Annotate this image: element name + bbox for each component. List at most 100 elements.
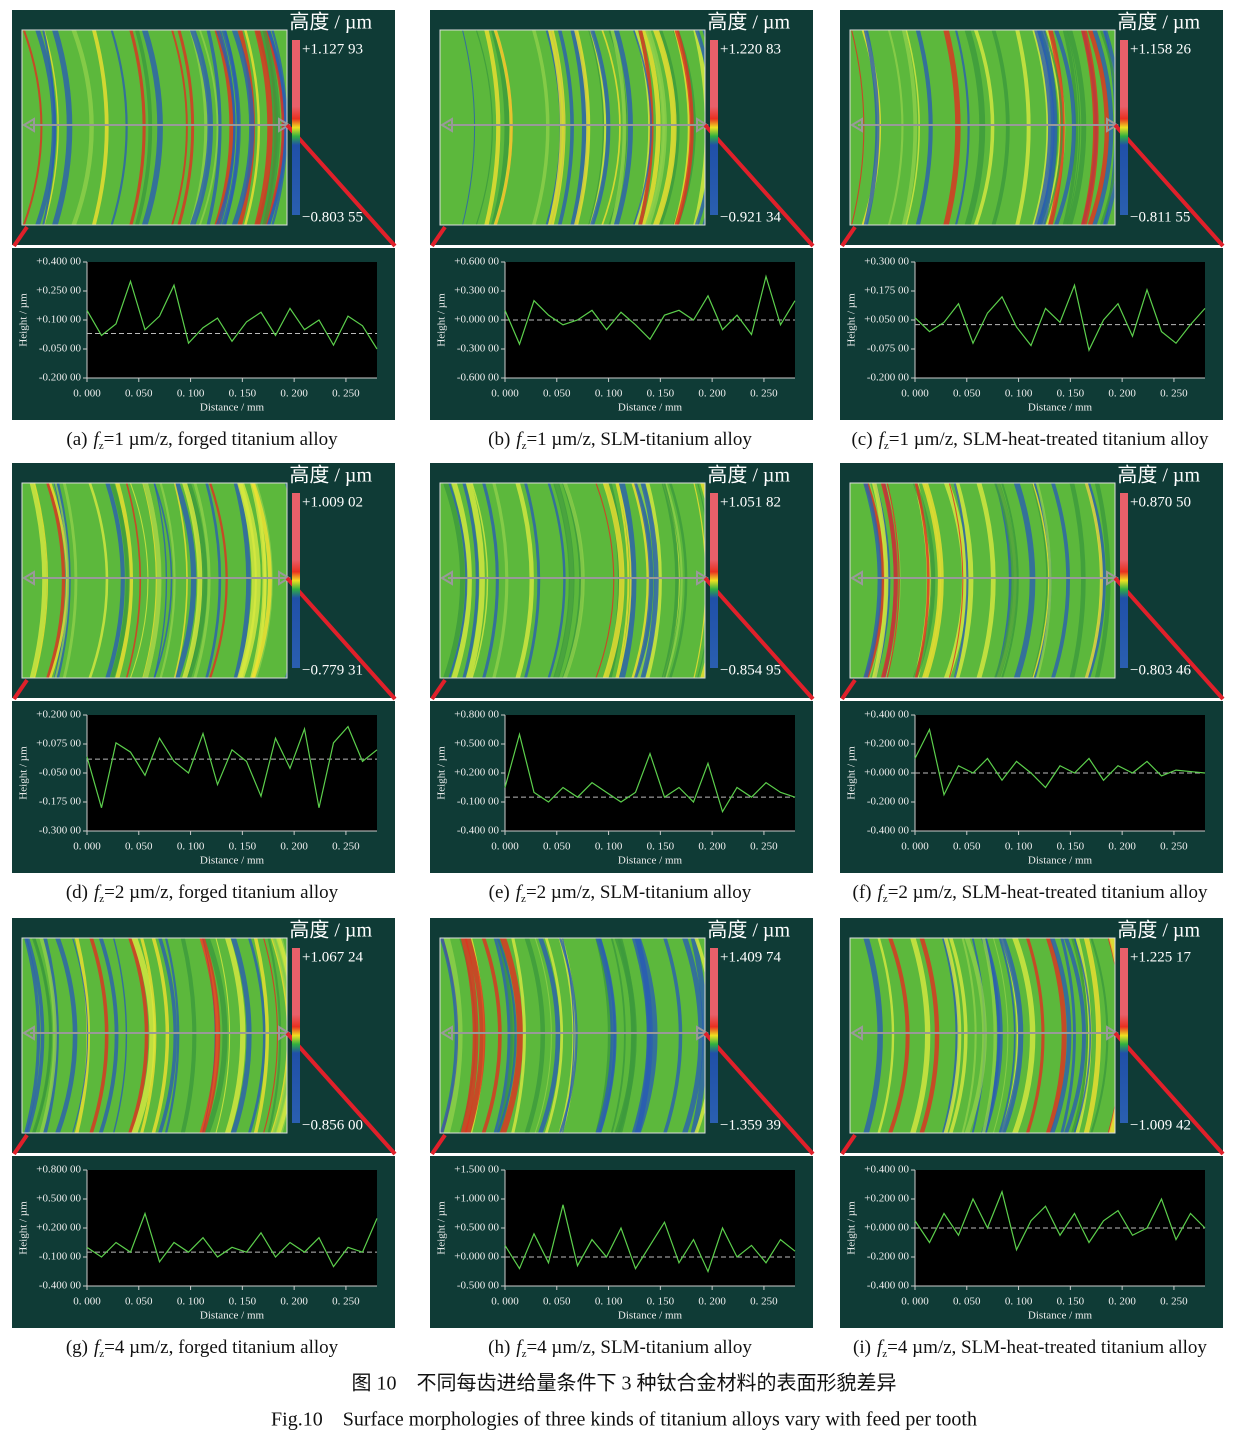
caption: (a) fz=1 µm/z, forged titanium alloy xyxy=(66,429,338,451)
y-tick-label: +0.400 00 xyxy=(36,256,81,268)
surface-stripe xyxy=(237,483,257,678)
x-tick-label: 0. 000 xyxy=(901,1296,929,1308)
surface-map xyxy=(440,30,705,225)
colorbar xyxy=(292,40,300,215)
x-tick-label: 0. 150 xyxy=(1057,388,1085,400)
y-tick-label: +0.200 00 xyxy=(36,709,81,721)
surface-map xyxy=(22,483,287,678)
x-tick-label: 0. 250 xyxy=(1160,1296,1188,1308)
y-tick-label: +0.050 00 xyxy=(864,314,909,326)
surface-stripe xyxy=(1062,30,1079,225)
y-axis-label: Height / µm xyxy=(846,293,858,347)
x-tick-label: 0. 100 xyxy=(177,388,205,400)
arrow-head xyxy=(440,1025,453,1041)
surface-stripe xyxy=(493,30,513,225)
x-tick-label: 0. 200 xyxy=(280,1296,308,1308)
x-tick-label: 0. 250 xyxy=(332,841,360,853)
y-tick-label: -0.300 00 xyxy=(457,343,500,355)
y-tick-label: +0.400 00 xyxy=(864,709,909,721)
y-tick-label: +0.200 00 xyxy=(36,1222,81,1234)
arrow-head xyxy=(1106,117,1119,133)
surface-stripe xyxy=(871,483,889,678)
caption-text: =2 µm/z, SLM-heat-treated titanium alloy xyxy=(888,882,1208,903)
surface-stripe xyxy=(694,938,705,1133)
x-tick-label: 0. 000 xyxy=(901,841,929,853)
surface-stripe xyxy=(644,483,662,678)
caption-label: (b) xyxy=(488,429,510,450)
surface-stripe xyxy=(644,30,667,225)
surface-stripe xyxy=(880,483,898,678)
y-tick-label: -0.175 00 xyxy=(39,796,82,808)
y-tick-label: +0.000 00 xyxy=(864,1222,909,1234)
x-tick-label: 0. 150 xyxy=(229,1296,257,1308)
caption: (c) fz=1 µm/z, SLM-heat-treated titanium … xyxy=(851,429,1209,451)
y-tick-label: -0.050 00 xyxy=(39,767,82,779)
x-tick-label: 0. 100 xyxy=(595,841,623,853)
colorbar-title: 高度 / µm xyxy=(289,919,372,942)
surface-stripe xyxy=(1049,938,1072,1133)
surface-stripe xyxy=(253,938,269,1133)
arrow-head xyxy=(22,570,35,586)
surface-stripe xyxy=(602,483,625,678)
x-tick-label: 0. 250 xyxy=(750,388,778,400)
connector xyxy=(12,678,29,701)
surface-stripe xyxy=(199,938,221,1133)
surface-stripe xyxy=(943,30,961,225)
surface-stripe xyxy=(640,483,659,678)
y-axis-label: Height / µm xyxy=(436,746,448,800)
caption-sub: z xyxy=(99,1348,104,1360)
surface-stripe xyxy=(589,30,611,225)
colorbar-min: −0.803 55 xyxy=(302,209,363,225)
surface-stripe xyxy=(694,30,705,225)
surface-stripe xyxy=(22,30,43,225)
surface-stripe xyxy=(617,483,632,678)
surface-stripe xyxy=(886,483,900,678)
surface-stripe xyxy=(1013,483,1036,678)
surface-stripe xyxy=(471,483,489,678)
arrow-head xyxy=(278,1025,291,1041)
surface-stripe xyxy=(562,483,585,678)
surface-stripe xyxy=(159,483,176,678)
surface-stripe xyxy=(1060,938,1076,1133)
surface-stripe xyxy=(55,938,78,1133)
surface-stripe xyxy=(164,938,180,1133)
caption-sub: z xyxy=(522,1348,527,1360)
colorbar-max: +1.127 93 xyxy=(302,41,363,57)
connector xyxy=(1113,1031,1225,1156)
surface-stripe xyxy=(134,30,153,225)
surface-stripe xyxy=(943,483,968,678)
surface-stripe xyxy=(547,483,566,678)
surface-stripe xyxy=(561,938,575,1133)
surface-stripe xyxy=(887,938,910,1133)
surface-stripe xyxy=(88,483,109,678)
caption-var: f xyxy=(877,1337,885,1358)
colorbar xyxy=(292,493,300,668)
profile-line xyxy=(914,283,1206,352)
colorbar-title: 高度 / µm xyxy=(707,11,790,34)
caption-var: f xyxy=(516,1337,524,1358)
surface-stripe xyxy=(1066,30,1081,225)
y-tick-label: +0.200 00 xyxy=(864,1193,909,1205)
surface-map xyxy=(22,30,287,225)
y-tick-label: -0.400 00 xyxy=(867,825,910,837)
colorbar-title: 高度 / µm xyxy=(289,464,372,487)
surface-stripe xyxy=(262,938,279,1133)
colorbar xyxy=(710,493,718,668)
x-tick-label: 0. 050 xyxy=(125,841,153,853)
x-tick-label: 0. 100 xyxy=(595,388,623,400)
surface-stripe xyxy=(205,483,222,678)
arrow-head xyxy=(850,117,863,133)
x-tick-label: 0. 100 xyxy=(1005,1296,1033,1308)
y-tick-label: -0.075 00 xyxy=(867,343,910,355)
surface-stripe xyxy=(948,938,968,1133)
surface-stripe xyxy=(493,938,513,1133)
surface-stripe xyxy=(887,30,904,225)
y-tick-label: -0.100 00 xyxy=(39,1251,82,1263)
profile-line xyxy=(504,274,796,346)
caption-text: =4 µm/z, forged titanium alloy xyxy=(104,1337,338,1358)
connector xyxy=(1113,123,1225,248)
arrow-head xyxy=(1106,1025,1119,1041)
surface-stripe xyxy=(218,30,236,225)
surface-stripe xyxy=(112,938,128,1133)
surface-map xyxy=(22,938,287,1133)
